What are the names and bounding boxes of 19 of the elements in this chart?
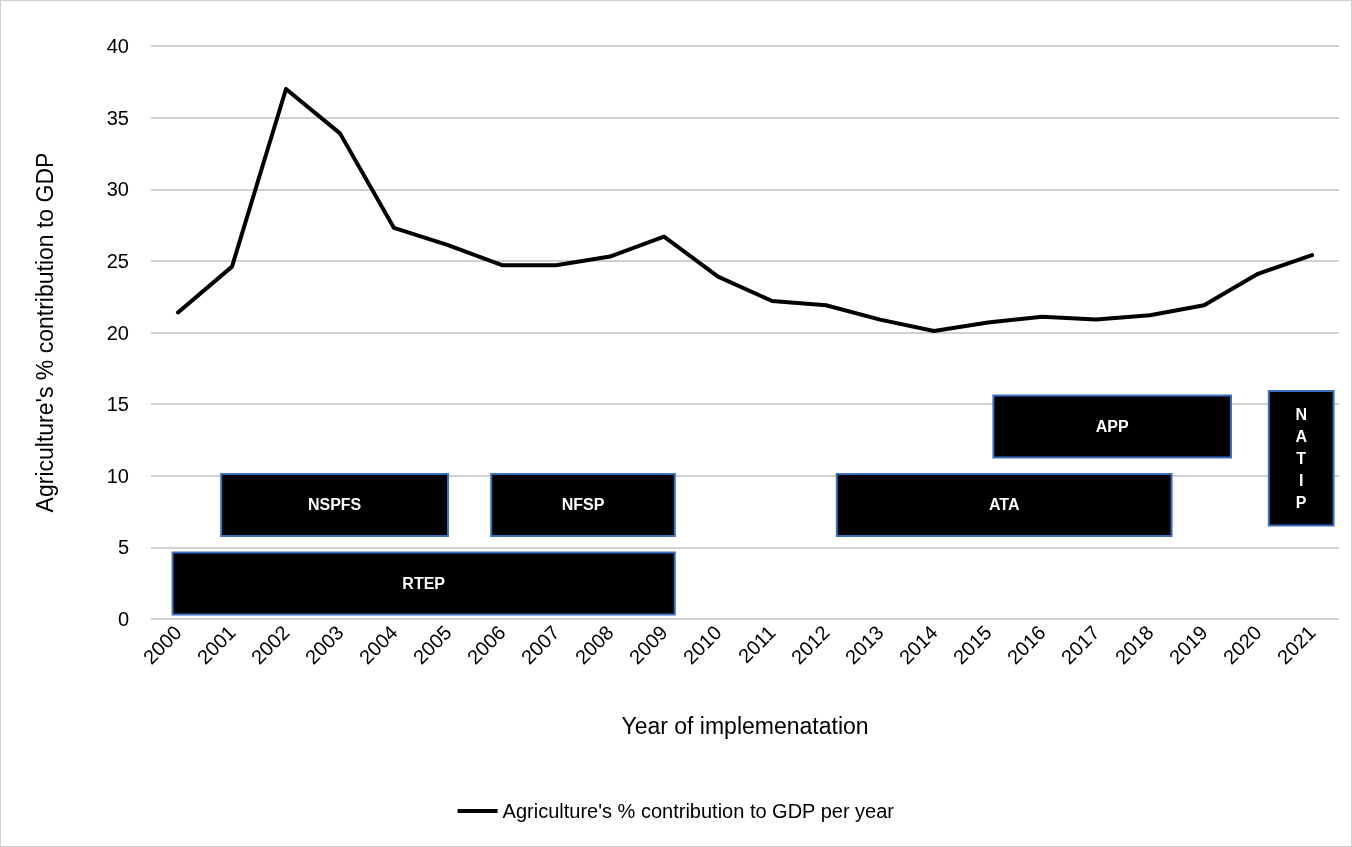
y-tick-label: 5 xyxy=(117,536,129,559)
y-tick-label: 20 xyxy=(106,321,129,344)
band-label: NATIP xyxy=(1295,405,1308,511)
band-label: NSPFS xyxy=(307,496,362,514)
y-tick-label: 30 xyxy=(106,178,129,201)
y-tick-label: 40 xyxy=(106,35,129,57)
y-tick-label: 15 xyxy=(106,393,129,416)
y-tick-label: 35 xyxy=(106,106,129,129)
line-series xyxy=(176,86,1314,334)
x-axis-title: Year of implemenatation xyxy=(621,712,869,739)
y-axis-title: Agriculture's % contribution to GDP xyxy=(31,152,58,513)
band-label: ATA xyxy=(988,496,1020,514)
y-tick-label: 10 xyxy=(106,464,129,487)
legend-label: Agriculture's % contribution to GDP per year xyxy=(502,800,895,822)
band-label: NFSP xyxy=(561,496,605,514)
y-tick-label: 0 xyxy=(117,608,129,630)
band-label: APP xyxy=(1095,417,1129,435)
y-tick-label: 25 xyxy=(106,249,129,272)
band-label: RTEP xyxy=(402,574,446,592)
